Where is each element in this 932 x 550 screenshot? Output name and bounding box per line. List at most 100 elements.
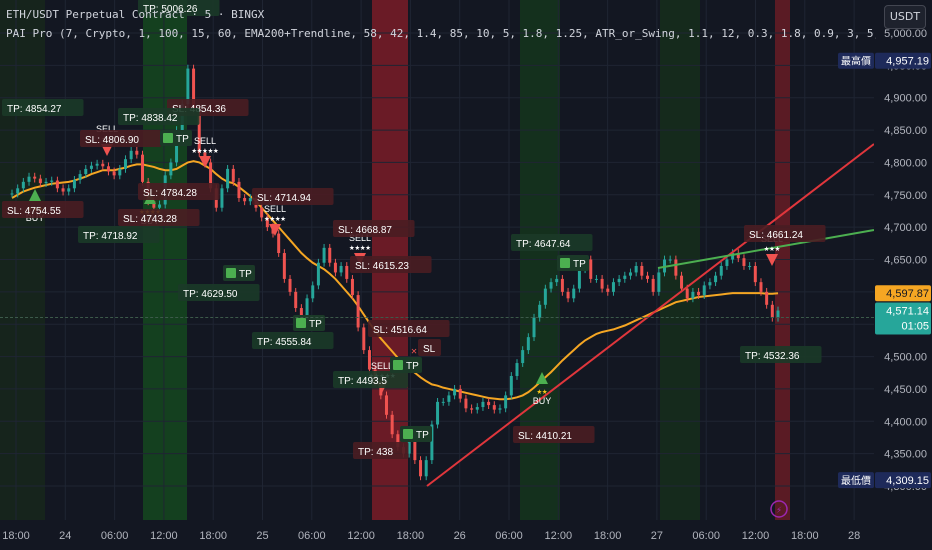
candle-body-3 xyxy=(27,176,31,182)
sl-label-7: SL: 4410.21 xyxy=(518,431,572,442)
sl-cross-icon: ✕ xyxy=(411,346,417,357)
candle-body-10 xyxy=(67,188,71,192)
tp-label-0: TP: 4854.27 xyxy=(7,104,62,115)
extra-label-2: SL: 4615.23 xyxy=(355,261,409,272)
candle-body-98 xyxy=(566,291,570,299)
time-tick-4: 18:00 xyxy=(199,530,227,542)
indicator-params[interactable]: PAI Pro (7, Crypto, 1, 100, 15, 60, EMA2… xyxy=(6,27,876,40)
candle-body-76 xyxy=(441,401,445,403)
candle-body-62 xyxy=(362,327,366,351)
low-label: 最低價 xyxy=(841,474,871,487)
extra-label-2-box xyxy=(350,256,432,273)
candle-body-116 xyxy=(668,259,672,261)
signal-stars-8: ★★★ xyxy=(764,244,781,254)
candle-body-92 xyxy=(532,317,536,338)
time-tick-16: 18:00 xyxy=(791,530,819,542)
candle-body-72 xyxy=(419,460,423,477)
candle-body-0 xyxy=(10,193,14,195)
candle-body-4 xyxy=(33,176,37,179)
price-tick-7: 4,650.00 xyxy=(884,255,927,267)
candle-body-114 xyxy=(657,272,661,292)
signal-labels: ★★★ BUY SL: 4754.55 TP: 4854.27 SELL ★★ SL: 48… xyxy=(2,0,826,518)
extra-label-3: TP: 438 xyxy=(358,447,393,458)
candle-body-109 xyxy=(628,272,632,276)
candle-body-57 xyxy=(333,262,337,273)
candle-body-63 xyxy=(367,350,371,370)
sl-label-8: SL: 4661.24 xyxy=(749,230,803,241)
candle-body-112 xyxy=(645,275,649,279)
low-label-bg xyxy=(838,472,874,489)
tp-check-e: TP xyxy=(416,430,429,441)
candle-body-50 xyxy=(294,291,298,309)
candle-body-123 xyxy=(708,282,712,286)
price-tick-3: 4,850.00 xyxy=(884,125,927,137)
candle-body-21 xyxy=(129,150,133,160)
trendline-green xyxy=(657,229,875,269)
time-tick-9: 26 xyxy=(454,530,466,542)
price-axis-panel[interactable] xyxy=(874,0,932,550)
signal-type-1: SELL xyxy=(96,124,118,134)
ema-tag: 4,597.87 xyxy=(886,288,929,300)
extra-label-0: TP: 5006.26 xyxy=(143,4,198,15)
candle-body-2 xyxy=(21,181,25,189)
sl-label-8-box xyxy=(744,225,826,242)
sl-label-1-box xyxy=(80,130,162,147)
tp-check-d-check-icon xyxy=(393,360,403,370)
candle-body-105 xyxy=(606,288,610,292)
high-label: 最高價 xyxy=(841,55,871,68)
candle-body-108 xyxy=(623,275,627,279)
signal-stars-3: ★★★★★ xyxy=(191,146,219,156)
tp-label-4: TP: 4629.50 xyxy=(183,289,238,300)
candle-body-35 xyxy=(209,162,213,189)
lightning-icon[interactable] xyxy=(770,500,788,518)
candle-body-26 xyxy=(158,204,162,208)
trendline-red xyxy=(426,143,875,487)
chart-title: ETH/USDT Perpetual Contract · 5 · BINGX xyxy=(6,8,265,21)
candle-body-7 xyxy=(50,180,54,182)
time-axis-panel[interactable] xyxy=(0,520,874,550)
time-tick-14: 06:00 xyxy=(692,530,720,542)
tp-label-5: TP: 4555.84 xyxy=(257,337,312,348)
signal-type-6: SELL xyxy=(371,361,393,371)
sell-arrow-8 xyxy=(766,254,778,266)
candle-body-14 xyxy=(89,165,93,169)
tp-label-8-box xyxy=(740,346,822,363)
candle-body-22 xyxy=(135,150,139,155)
signal-type-5: SELL xyxy=(349,233,371,243)
tp-check-a: TP xyxy=(176,134,189,145)
candle-body-90 xyxy=(521,350,525,364)
sl-label-4: SL: 4714.94 xyxy=(257,193,311,204)
tp-check-b-check-icon xyxy=(226,268,236,278)
currency-button[interactable]: USDT xyxy=(884,5,926,29)
tp-check-c-check-icon xyxy=(296,318,306,328)
candle-body-18 xyxy=(112,171,116,176)
extra-label-1-box xyxy=(138,183,220,200)
candle-body-53 xyxy=(311,285,315,299)
candle-body-88 xyxy=(509,375,513,396)
candle-body-84 xyxy=(487,401,491,406)
candle-body-32 xyxy=(192,68,196,111)
tp-label-3-box xyxy=(118,108,200,125)
candle-body-125 xyxy=(719,265,723,276)
candle-body-19 xyxy=(118,168,122,176)
time-tick-2: 06:00 xyxy=(101,530,129,542)
time-tick-5: 25 xyxy=(256,530,268,542)
candle-body-12 xyxy=(78,174,82,180)
tp-label-6-box xyxy=(333,371,408,388)
price-tick-10: 4,500.00 xyxy=(884,352,927,364)
time-tick-15: 12:00 xyxy=(742,530,770,542)
candle-body-127 xyxy=(731,253,735,260)
candle-body-38 xyxy=(226,168,230,189)
candle-body-107 xyxy=(617,278,621,283)
extra-label-5-box xyxy=(418,339,441,356)
candle-body-37 xyxy=(220,188,224,208)
candle-body-119 xyxy=(685,288,689,299)
candle-body-106 xyxy=(611,282,615,292)
candle-body-59 xyxy=(345,265,349,279)
candle-body-131 xyxy=(753,265,757,283)
candle-body-130 xyxy=(748,265,752,267)
high-value-bg xyxy=(875,52,931,69)
tp-check-f-check-icon xyxy=(560,258,570,268)
